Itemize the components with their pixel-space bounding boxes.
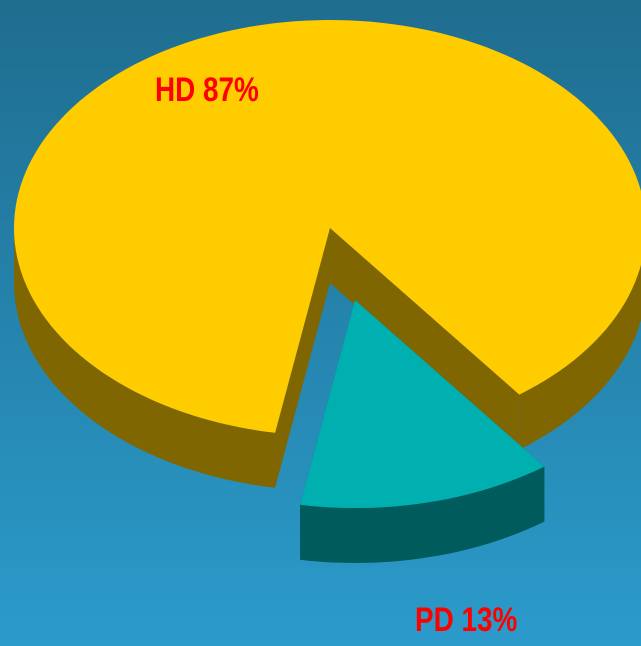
slice-wall [275,228,330,488]
pie [14,20,641,563]
slice-side [519,264,641,450]
slice-wall [330,228,520,450]
slice [300,300,545,508]
slice [14,20,641,433]
slice-label: PD 13% [415,600,517,638]
slice-side [14,228,276,488]
slice-label: HD 87% [155,70,259,108]
slice-side [300,466,545,563]
